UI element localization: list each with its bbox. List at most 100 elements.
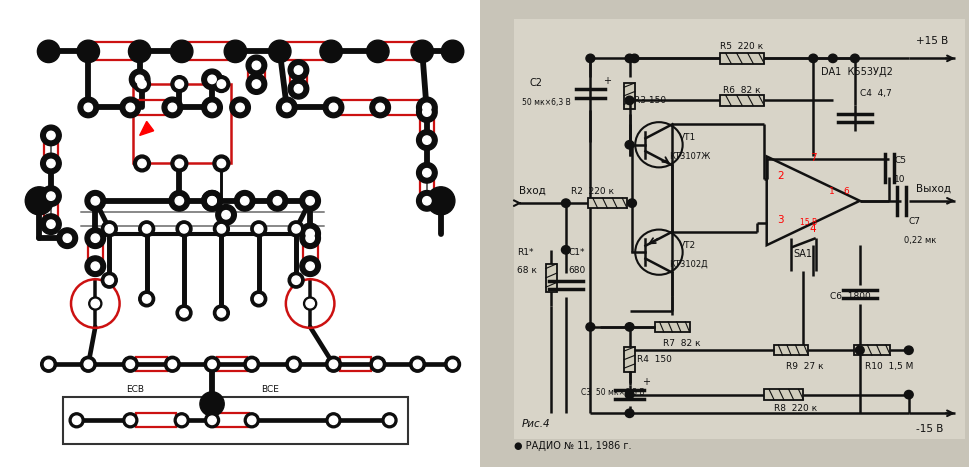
Circle shape <box>416 97 437 118</box>
Circle shape <box>165 356 180 372</box>
Bar <box>184 42 233 60</box>
Bar <box>290 66 306 92</box>
Bar <box>420 113 433 140</box>
Circle shape <box>175 159 183 168</box>
Circle shape <box>305 234 314 242</box>
Circle shape <box>77 40 100 63</box>
Circle shape <box>175 80 183 88</box>
Circle shape <box>69 413 84 428</box>
Circle shape <box>139 221 154 237</box>
Text: +: + <box>641 377 649 387</box>
Bar <box>773 345 807 355</box>
Circle shape <box>85 191 106 211</box>
Bar <box>132 100 171 115</box>
Circle shape <box>217 159 226 168</box>
Text: ECB: ECB <box>126 385 143 394</box>
Text: BCE: BCE <box>262 385 279 394</box>
Circle shape <box>126 360 135 368</box>
Circle shape <box>138 80 146 88</box>
Bar <box>655 322 689 332</box>
Circle shape <box>323 97 343 118</box>
Circle shape <box>126 416 135 425</box>
Circle shape <box>624 54 634 63</box>
Text: С4  4,7: С4 4,7 <box>859 89 891 98</box>
Circle shape <box>326 356 341 372</box>
Circle shape <box>290 360 297 368</box>
Circle shape <box>411 40 433 63</box>
Circle shape <box>426 187 454 215</box>
Circle shape <box>409 356 425 372</box>
Bar <box>386 100 421 115</box>
Text: R5  220 к: R5 220 к <box>719 42 763 51</box>
Circle shape <box>41 125 61 146</box>
Bar <box>546 264 556 292</box>
Circle shape <box>171 40 193 63</box>
Circle shape <box>305 262 314 270</box>
Circle shape <box>142 295 151 303</box>
Text: R6  82 к: R6 82 к <box>722 86 760 95</box>
Bar <box>215 413 248 427</box>
Circle shape <box>422 169 430 177</box>
Circle shape <box>294 66 302 74</box>
Circle shape <box>41 214 61 234</box>
Circle shape <box>85 256 106 276</box>
Circle shape <box>252 61 261 70</box>
Circle shape <box>624 141 634 149</box>
Circle shape <box>80 356 96 372</box>
Circle shape <box>202 191 222 211</box>
Circle shape <box>416 191 437 211</box>
Circle shape <box>213 221 229 237</box>
Circle shape <box>294 85 302 93</box>
Circle shape <box>91 299 100 308</box>
Circle shape <box>292 225 300 233</box>
Text: VT1: VT1 <box>678 133 695 142</box>
Bar <box>623 83 635 108</box>
Circle shape <box>200 392 224 416</box>
Text: ● РАДИО № 11, 1986 г.: ● РАДИО № 11, 1986 г. <box>514 441 631 451</box>
Circle shape <box>416 102 437 122</box>
Circle shape <box>282 103 291 112</box>
Circle shape <box>246 74 266 94</box>
Circle shape <box>303 297 316 310</box>
Circle shape <box>207 416 216 425</box>
Circle shape <box>73 416 80 425</box>
Circle shape <box>246 55 266 76</box>
Circle shape <box>305 197 314 205</box>
Circle shape <box>369 97 391 118</box>
Circle shape <box>903 346 912 354</box>
Circle shape <box>441 40 463 63</box>
Circle shape <box>251 291 266 307</box>
Text: R3 150: R3 150 <box>634 96 666 105</box>
Circle shape <box>224 40 246 63</box>
Circle shape <box>78 97 99 118</box>
Circle shape <box>288 60 308 80</box>
Text: R1*: R1* <box>516 248 533 256</box>
Circle shape <box>624 323 634 331</box>
Circle shape <box>207 75 216 84</box>
Circle shape <box>244 413 259 428</box>
Circle shape <box>202 97 222 118</box>
Text: DA1  К553УД2: DA1 К553УД2 <box>820 67 891 77</box>
Circle shape <box>45 360 52 368</box>
Circle shape <box>903 390 912 399</box>
Text: Рис.4: Рис.4 <box>521 419 549 429</box>
Text: 50 мк×6,3 В: 50 мк×6,3 В <box>521 98 570 107</box>
Circle shape <box>207 197 216 205</box>
Circle shape <box>91 262 100 270</box>
Circle shape <box>57 228 78 248</box>
Circle shape <box>222 211 230 219</box>
Text: C2: C2 <box>528 78 542 88</box>
Circle shape <box>328 360 337 368</box>
Circle shape <box>207 360 216 368</box>
Circle shape <box>38 40 60 63</box>
Circle shape <box>47 131 55 140</box>
Circle shape <box>585 323 594 331</box>
Circle shape <box>286 356 301 372</box>
Circle shape <box>273 197 281 205</box>
Circle shape <box>89 297 102 310</box>
Circle shape <box>25 187 53 215</box>
Circle shape <box>247 416 256 425</box>
Bar <box>853 345 890 355</box>
Circle shape <box>85 228 106 248</box>
Circle shape <box>320 40 342 63</box>
